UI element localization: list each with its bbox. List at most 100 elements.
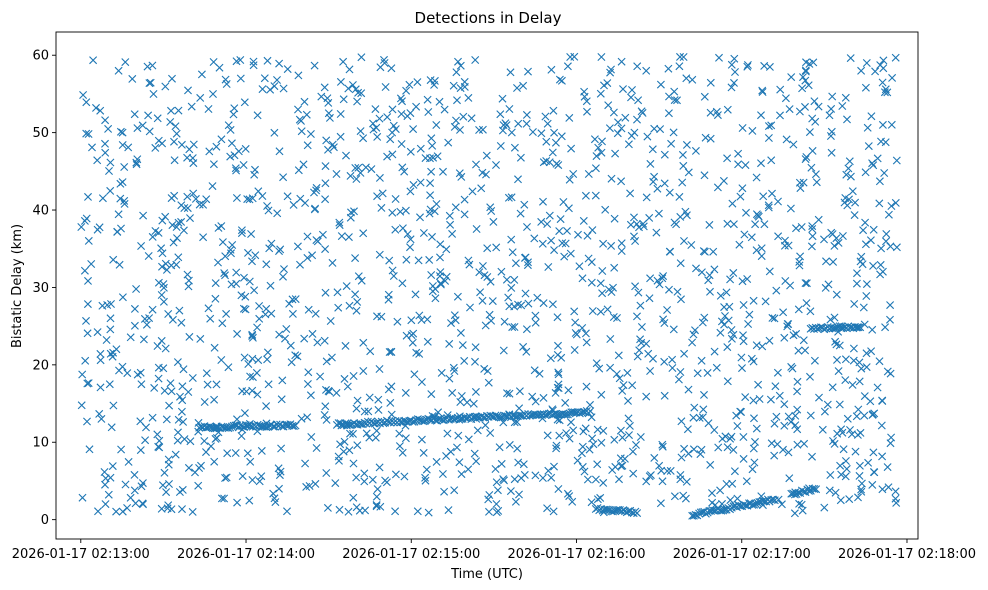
scatter-point <box>286 341 295 350</box>
scatter-point <box>87 260 96 268</box>
scatter-point <box>184 86 192 95</box>
scatter-point <box>212 142 221 151</box>
scatter-point <box>151 227 160 235</box>
scatter-point <box>847 430 856 439</box>
scatter-point <box>423 315 432 324</box>
scatter-point <box>101 500 110 509</box>
scatter-point <box>600 81 608 90</box>
scatter-point <box>251 251 260 260</box>
scatter-point <box>636 433 645 441</box>
scatter-point <box>635 223 643 232</box>
scatter-point <box>303 253 312 262</box>
scatter-point <box>345 301 354 310</box>
scatter-point <box>108 462 117 471</box>
scatter-point <box>836 461 845 470</box>
scatter-point <box>749 444 758 453</box>
scatter-point <box>118 507 127 516</box>
scatter-point <box>351 254 360 263</box>
scatter-point <box>591 475 600 484</box>
scatter-point <box>248 332 257 340</box>
scatter-point <box>295 115 304 124</box>
scatter-point <box>360 407 369 416</box>
scatter-point <box>230 104 239 113</box>
scatter-point <box>84 379 93 388</box>
scatter-point <box>275 147 284 156</box>
scatter-point <box>866 397 875 406</box>
scatter-point <box>352 503 361 512</box>
scatter-point <box>421 473 430 482</box>
scatter-point <box>130 321 139 330</box>
scatter-point <box>83 300 92 309</box>
scatter-point <box>805 59 814 68</box>
scatter-point <box>130 304 139 313</box>
scatter-point <box>723 343 732 352</box>
scatter-point <box>806 372 814 381</box>
scatter-point <box>690 403 699 412</box>
scatter-point <box>891 53 900 62</box>
scatter-point <box>618 461 627 470</box>
scatter-point <box>456 328 465 337</box>
scatter-point <box>770 496 779 505</box>
scatter-point <box>808 222 817 231</box>
scatter-point <box>815 393 823 402</box>
scatter-point <box>154 374 163 383</box>
scatter-point <box>416 144 425 153</box>
scatter-point <box>339 95 348 104</box>
scatter-point <box>591 164 600 173</box>
scatter-point <box>728 199 737 208</box>
y-tick-label: 30 <box>32 281 49 296</box>
scatter-point <box>779 445 787 454</box>
scatter-point <box>590 135 599 144</box>
scatter-point <box>443 429 452 438</box>
scatter-point <box>621 113 630 122</box>
scatter-point <box>342 282 351 291</box>
scatter-point <box>520 200 529 209</box>
scatter-point <box>184 463 193 472</box>
scatter-point <box>586 407 595 416</box>
scatter-point <box>130 486 139 495</box>
scatter-point <box>565 434 574 443</box>
scatter-point <box>579 216 588 225</box>
scatter-point <box>514 119 523 128</box>
scatter-point <box>691 326 699 335</box>
scatter-point <box>754 380 763 389</box>
scatter-point <box>631 237 640 245</box>
scatter-point <box>811 170 820 179</box>
scatter-point <box>868 480 877 489</box>
scatter-point <box>456 61 465 70</box>
scatter-point <box>346 429 354 438</box>
scatter-point <box>531 311 540 320</box>
scatter-point <box>191 194 200 203</box>
scatter-point <box>288 295 297 304</box>
scatter-point <box>398 97 406 106</box>
scatter-point <box>677 295 685 304</box>
scatter-point <box>460 356 469 365</box>
scatter-point <box>388 105 397 114</box>
scatter-point <box>98 194 107 203</box>
scatter-point <box>121 480 130 489</box>
scatter-point <box>550 462 558 471</box>
scatter-point <box>260 422 269 431</box>
scatter-point <box>353 97 362 106</box>
scatter-point <box>172 129 181 138</box>
scatter-point <box>704 276 713 285</box>
scatter-point <box>291 295 300 304</box>
scatter-point <box>79 91 88 99</box>
scatter-point <box>164 460 173 469</box>
scatter-point <box>875 199 884 208</box>
scatter-point <box>857 485 866 494</box>
scatter-point <box>476 288 485 297</box>
scatter-point <box>519 460 528 469</box>
scatter-point <box>798 84 807 93</box>
scatter-point <box>202 369 211 378</box>
scatter-point <box>303 232 312 241</box>
scatter-point <box>218 238 227 247</box>
scatter-point <box>470 449 479 458</box>
scatter-point <box>344 84 353 93</box>
scatter-point <box>584 254 593 263</box>
scatter-point <box>101 148 110 157</box>
scatter-point <box>307 433 316 441</box>
scatter-point <box>453 96 461 105</box>
scatter-point <box>425 255 434 264</box>
scatter-point <box>151 143 160 152</box>
